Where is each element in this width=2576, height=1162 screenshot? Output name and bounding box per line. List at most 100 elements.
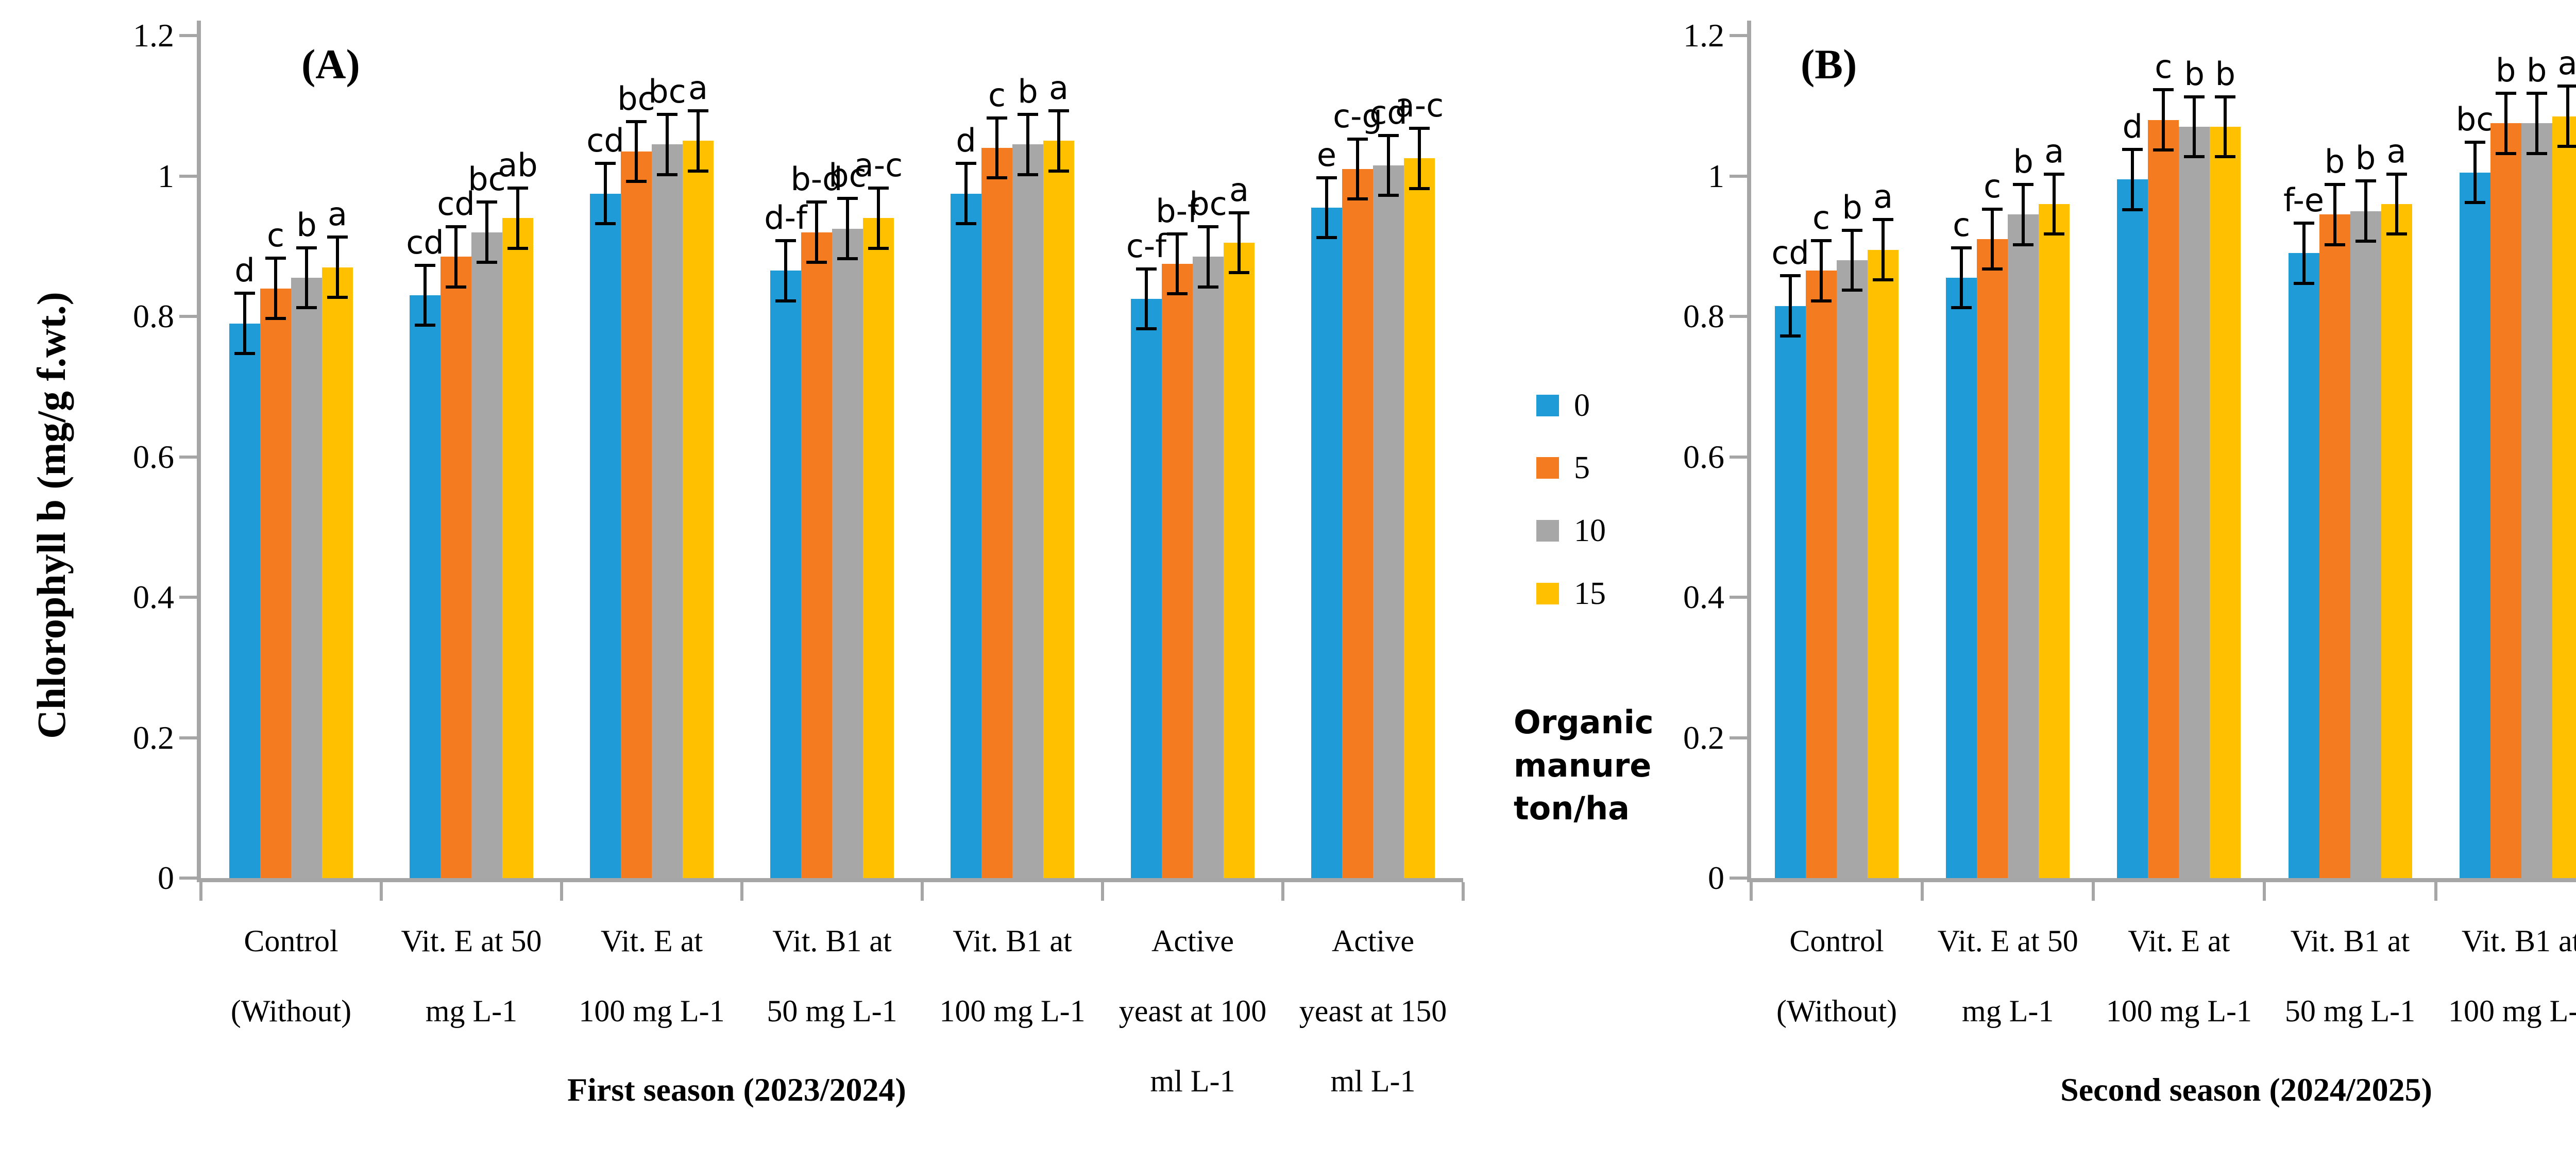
y-tick-label: 1.2 [1683, 17, 1724, 54]
error-bar-line [784, 239, 787, 302]
significance-letter: e [1316, 136, 1337, 174]
error-bar-cap-top [2184, 95, 2205, 98]
significance-letter: cd [437, 184, 475, 223]
error-bar-cap-top [1982, 207, 2003, 211]
y-tick-label: 0.8 [1683, 298, 1724, 334]
x-axis-tick [1101, 882, 1104, 901]
error-bar-cap-bottom [2324, 243, 2345, 246]
error-bar-cap-top [2324, 183, 2345, 187]
category-label: Vit. B1 at 50 mg L-1 [2284, 924, 2416, 1028]
error-bar-line [1057, 109, 1060, 173]
bar-5 [1342, 169, 1373, 878]
error-bar-line [1207, 225, 1210, 289]
error-bar [688, 109, 708, 173]
y-axis-tick [1730, 736, 1747, 739]
significance-letter: f-e [2283, 181, 2324, 220]
bar-10 [471, 232, 502, 878]
error-bar-cap-top [2464, 141, 2485, 144]
error-bar-cap-bottom [1842, 289, 1863, 292]
error-bar-cap-bottom [234, 351, 255, 355]
bar-0 [1775, 306, 1806, 878]
error-bar [2386, 172, 2407, 236]
bar-5 [2490, 123, 2521, 878]
error-bar [2153, 88, 2174, 151]
error-bar-line [336, 235, 339, 299]
legend-swatch-5 [1536, 457, 1559, 479]
error-bar [415, 263, 435, 327]
error-bar [806, 200, 827, 264]
y-tick-label: 0.8 [133, 298, 174, 334]
category-label: Vit. E at 100 mg L-1 [2106, 924, 2252, 1028]
error-bar [234, 292, 255, 355]
error-bar-cap-top [1048, 109, 1069, 113]
error-bar-cap-bottom [2495, 151, 2516, 155]
error-bar [1811, 239, 1832, 302]
panel-a-label: (A) [301, 41, 360, 88]
x-axis-line [1747, 878, 2576, 882]
bar-10 [1373, 165, 1404, 878]
bar-15 [1868, 249, 1899, 878]
y-tick-label: 0.2 [1683, 719, 1724, 756]
error-bar-cap-bottom [1018, 173, 1038, 176]
x-axis-tick [2092, 882, 2095, 901]
error-bar-line [2333, 183, 2336, 246]
error-bar-line [604, 162, 607, 225]
error-bar-cap-bottom [1136, 327, 1157, 331]
error-bar [1316, 176, 1337, 240]
error-bar-line [1387, 133, 1390, 197]
significance-letter: cd [406, 223, 444, 261]
y-tick-label: 0 [158, 860, 174, 896]
category-label: Control (Without) [1776, 924, 1897, 1028]
bar-10 [2521, 123, 2552, 878]
error-bar-cap-bottom [2355, 239, 2376, 243]
significance-letter: c [988, 76, 1006, 114]
error-bar-line [666, 112, 669, 176]
error-bar-line [995, 116, 998, 180]
x-axis-tick [1921, 882, 1924, 901]
bar-5 [1977, 239, 2008, 878]
error-bar-line [2395, 172, 2398, 236]
panel-b-caption: Second season (2024/2025) [2060, 1071, 2432, 1108]
error-bar-cap-top [1136, 267, 1157, 271]
bar-10 [652, 144, 683, 878]
significance-letter: d-f [764, 199, 807, 237]
error-bar-cap-bottom [688, 169, 708, 173]
bar-5 [2319, 214, 2350, 878]
error-bar-line [454, 225, 457, 289]
error-bar-cap-bottom [1951, 306, 1972, 310]
bar-15 [2381, 204, 2412, 878]
significance-letter: a [2557, 44, 2576, 82]
legend-label-0: 0 [1574, 388, 1590, 423]
error-bar-cap-top [987, 116, 1007, 120]
significance-letter: c [2155, 48, 2173, 86]
bar-15 [1043, 141, 1074, 878]
error-bar-line [2504, 92, 2507, 155]
error-bar [837, 197, 858, 260]
error-bar-cap-top [1167, 232, 1188, 235]
error-bar-line [2193, 95, 2196, 159]
error-bar [446, 225, 466, 289]
bar-0 [951, 193, 981, 878]
error-bar-cap-bottom [1873, 278, 1894, 281]
bar-0 [229, 323, 260, 878]
significance-letter: a [2386, 132, 2406, 170]
category-label: Vit. B1 at 50 mg L-1 [767, 924, 897, 1028]
bar-10 [832, 228, 863, 878]
category-label: Vit. E at 100 mg L-1 [579, 924, 725, 1028]
bar-0 [1946, 278, 1977, 878]
bar-0 [2117, 179, 2148, 878]
bar-5 [2148, 120, 2179, 878]
error-bar-cap-top [327, 235, 348, 239]
significance-letter: c [1953, 206, 1971, 244]
error-bar-line [1789, 274, 1792, 338]
error-bar-cap-bottom [775, 299, 796, 302]
significance-letter: a [328, 195, 347, 233]
error-bar [2495, 92, 2516, 155]
significance-letter: d [956, 122, 976, 160]
bar-10 [291, 278, 322, 878]
bar-5 [981, 148, 1012, 878]
significance-letter: b [1018, 72, 1038, 110]
error-bar-line [846, 197, 849, 260]
error-bar-cap-top [1811, 239, 1832, 243]
